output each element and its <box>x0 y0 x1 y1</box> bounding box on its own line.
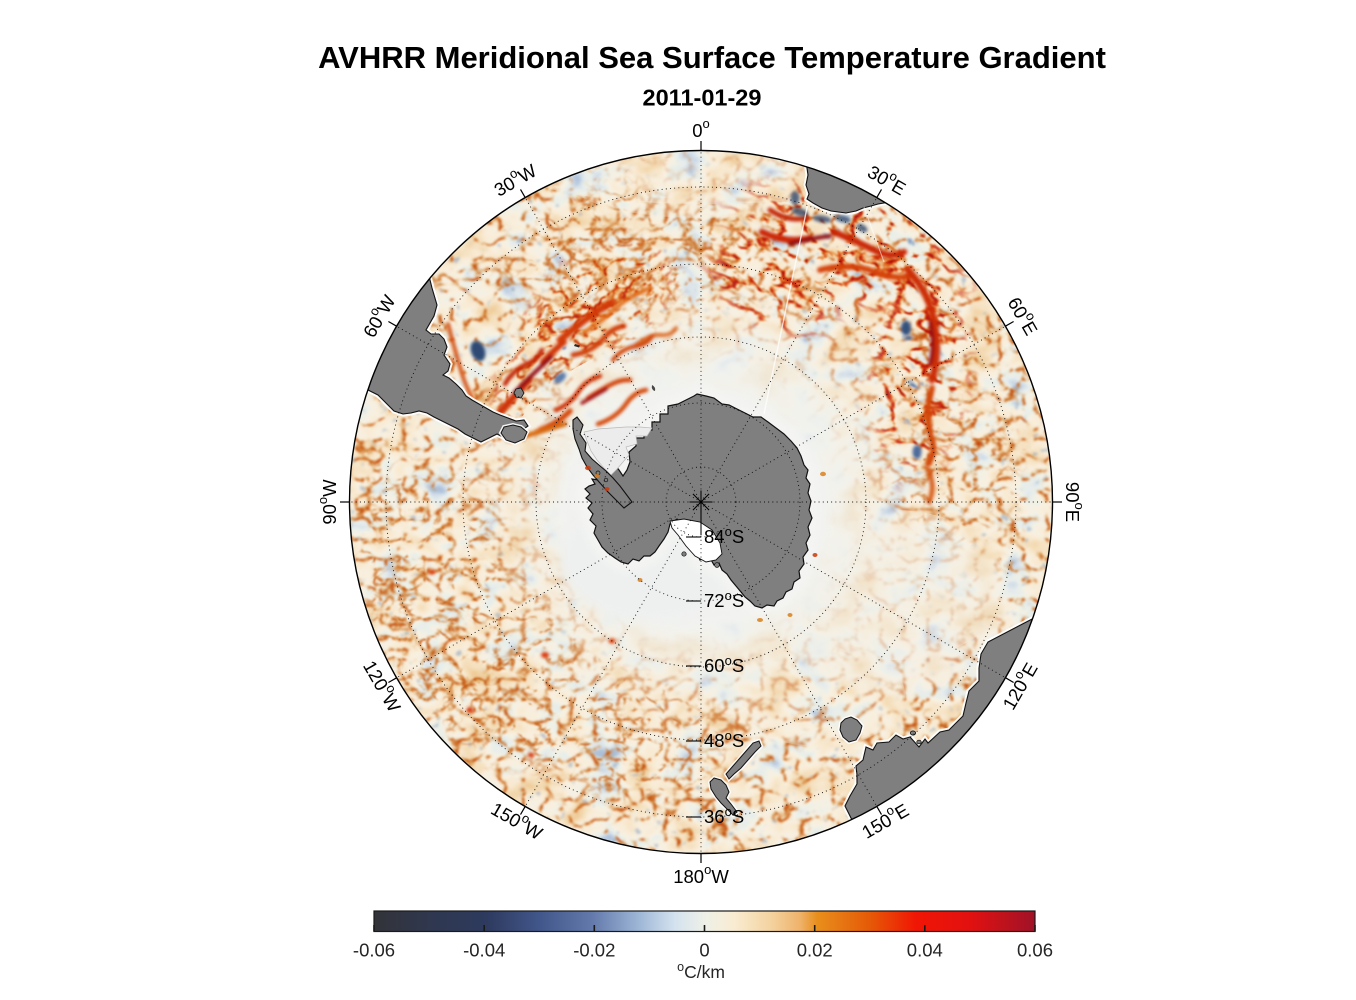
svg-text:72oS: 72oS <box>704 588 744 612</box>
svg-text:36oS: 36oS <box>704 804 744 828</box>
svg-text:-0.04: -0.04 <box>463 940 505 961</box>
svg-text:2011-01-29: 2011-01-29 <box>643 85 762 111</box>
svg-text:-0.06: -0.06 <box>353 940 395 961</box>
svg-text:AVHRR Meridional Sea Surface T: AVHRR Meridional Sea Surface Temperature… <box>318 40 1106 75</box>
svg-text:0.02: 0.02 <box>797 940 833 961</box>
svg-text:oC/km: oC/km <box>677 960 725 982</box>
svg-text:84oS: 84oS <box>704 524 744 548</box>
svg-text:48oS: 48oS <box>704 728 744 752</box>
svg-text:60oS: 60oS <box>704 653 744 677</box>
svg-text:-0.02: -0.02 <box>573 940 615 961</box>
svg-text:180oW: 180oW <box>673 862 729 887</box>
svg-text:0.04: 0.04 <box>907 940 943 961</box>
svg-text:90oE: 90oE <box>1062 482 1087 522</box>
svg-text:0: 0 <box>699 940 709 961</box>
svg-text:0.06: 0.06 <box>1017 940 1053 961</box>
